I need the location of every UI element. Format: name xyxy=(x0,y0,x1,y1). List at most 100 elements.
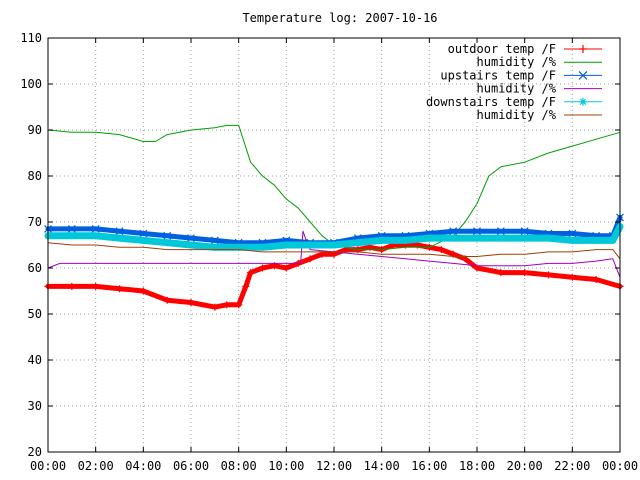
data-point xyxy=(139,229,148,238)
y-tick-label: 90 xyxy=(28,123,42,137)
y-tick-label: 60 xyxy=(28,261,42,275)
y-tick-label: 20 xyxy=(28,445,42,459)
x-tick-label: 20:00 xyxy=(507,459,543,473)
data-point xyxy=(402,236,409,244)
x-tick-label: 18:00 xyxy=(459,459,495,473)
data-point xyxy=(67,224,76,233)
data-point xyxy=(592,276,600,283)
data-point xyxy=(259,243,266,251)
data-point xyxy=(521,234,529,242)
y-tick-label: 70 xyxy=(28,215,42,229)
data-point xyxy=(235,301,243,309)
x-tick-label: 02:00 xyxy=(78,459,114,473)
data-point xyxy=(223,301,231,309)
x-tick-label: 22:00 xyxy=(554,459,590,473)
data-point xyxy=(242,282,250,290)
x-tick-label: 12:00 xyxy=(316,459,352,473)
data-point xyxy=(163,239,171,247)
series-line xyxy=(47,124,621,251)
data-point xyxy=(210,236,219,245)
data-point xyxy=(282,264,290,272)
y-tick-label: 30 xyxy=(28,399,42,413)
data-point xyxy=(378,236,386,244)
data-point xyxy=(545,271,552,279)
data-point xyxy=(568,229,577,238)
data-point xyxy=(68,282,76,290)
x-tick-label: 06:00 xyxy=(173,459,209,473)
data-point xyxy=(187,241,195,249)
data-point xyxy=(568,236,576,244)
x-tick-label: 10:00 xyxy=(268,459,304,473)
data-point xyxy=(187,234,195,243)
data-point xyxy=(449,234,457,242)
series-2 xyxy=(47,124,621,251)
data-point xyxy=(187,299,195,306)
series-5 xyxy=(44,223,624,251)
x-tick-label: 14:00 xyxy=(364,459,400,473)
data-point xyxy=(139,236,147,244)
data-point xyxy=(306,255,314,263)
series-6 xyxy=(47,242,621,260)
data-point xyxy=(211,243,219,251)
data-point xyxy=(579,97,587,106)
data-point xyxy=(92,232,100,240)
data-point xyxy=(579,45,587,53)
data-point xyxy=(473,234,481,242)
y-tick-label: 50 xyxy=(28,307,42,321)
data-point xyxy=(592,236,600,244)
data-point xyxy=(235,243,243,251)
data-point xyxy=(259,264,266,272)
x-tick-label: 00:00 xyxy=(602,459,638,473)
legend-label: humidity /% xyxy=(477,55,557,69)
series-line xyxy=(47,242,621,260)
data-point xyxy=(163,231,172,240)
data-point xyxy=(91,224,100,233)
data-point xyxy=(425,234,433,242)
series-layer xyxy=(44,124,624,311)
data-point xyxy=(163,296,171,304)
data-point xyxy=(116,234,123,242)
grid xyxy=(48,38,620,452)
data-point xyxy=(497,234,505,242)
data-point xyxy=(115,227,124,236)
x-tick-label: 16:00 xyxy=(411,459,447,473)
chart-title: Temperature log: 2007-10-16 xyxy=(242,11,437,25)
data-point xyxy=(609,236,617,244)
data-point xyxy=(568,273,576,281)
data-point xyxy=(496,227,505,236)
data-point xyxy=(116,285,123,293)
ticks: 20 30 40 50 60 70 80 90 100 110 00:00 02:00 04:00 06:… xyxy=(20,31,638,473)
data-point xyxy=(306,241,314,249)
data-point xyxy=(545,234,552,242)
legend-label: downstairs temp /F xyxy=(426,95,556,109)
data-point xyxy=(139,287,147,295)
y-tick-label: 100 xyxy=(20,77,42,91)
x-tick-label: 00:00 xyxy=(30,459,66,473)
x-tick-label: 08:00 xyxy=(221,459,257,473)
data-point xyxy=(354,239,362,247)
y-tick-label: 110 xyxy=(20,31,42,45)
data-point xyxy=(578,70,588,80)
y-tick-label: 40 xyxy=(28,353,42,367)
data-point xyxy=(520,227,529,236)
legend-label: outdoor temp /F xyxy=(448,42,556,56)
legend-label: humidity /% xyxy=(477,108,557,122)
data-point xyxy=(68,232,76,240)
series-line xyxy=(44,223,624,251)
data-point xyxy=(473,227,481,236)
data-point xyxy=(437,246,445,254)
data-point xyxy=(282,241,290,249)
y-tick-label: 80 xyxy=(28,169,42,183)
data-point xyxy=(92,282,100,290)
x-tick-label: 04:00 xyxy=(125,459,161,473)
data-point xyxy=(497,269,505,277)
data-point xyxy=(449,227,458,236)
legend-label: humidity /% xyxy=(477,82,557,96)
legend-label: upstairs temp /F xyxy=(440,68,556,82)
data-point xyxy=(211,303,219,311)
data-point xyxy=(247,269,255,277)
data-point xyxy=(330,241,338,249)
data-point xyxy=(521,269,529,277)
